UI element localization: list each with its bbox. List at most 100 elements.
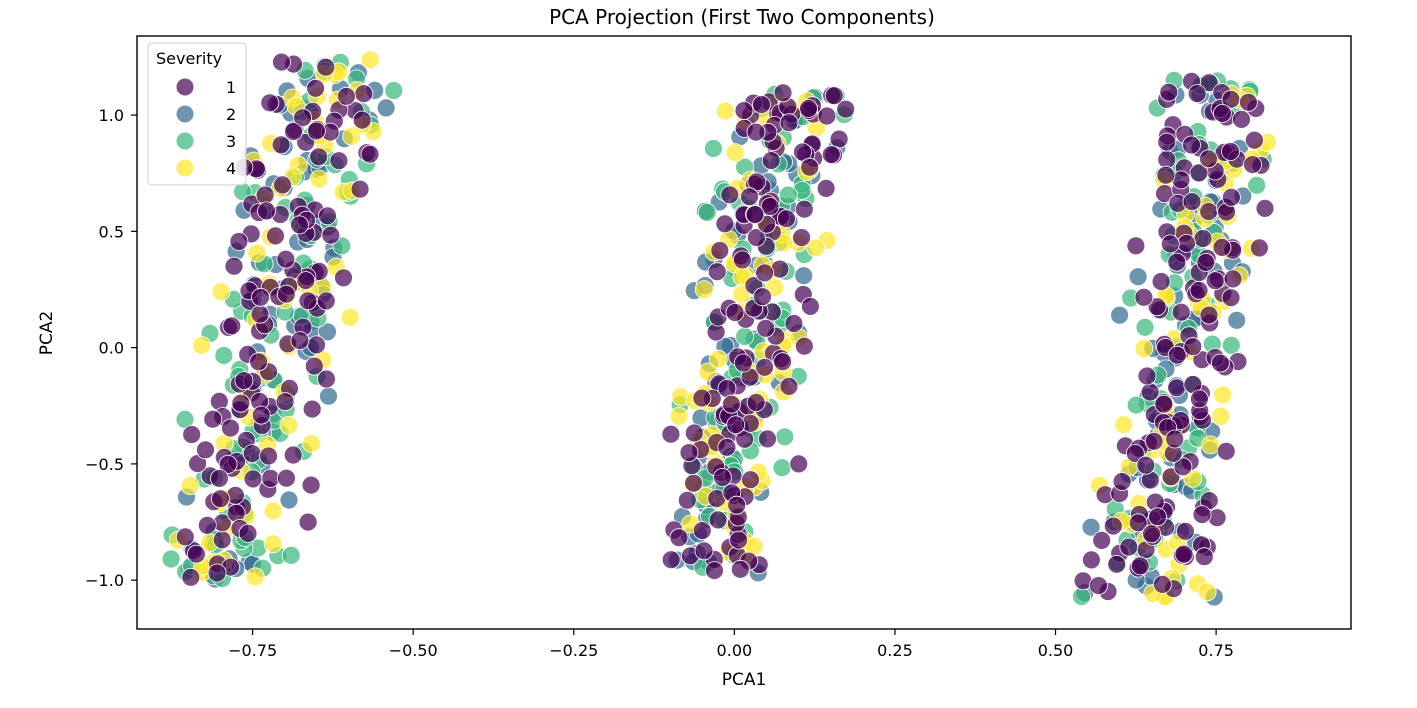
scatter-point-severity-2 [318,322,337,342]
scatter-point-severity-4 [1211,406,1231,426]
scatter-point-severity-1 [234,371,254,391]
scatter-point-severity-1 [753,287,772,307]
scatter-point-severity-1 [705,561,724,580]
data-points [161,50,1277,607]
scatter-point-severity-1 [1134,287,1154,307]
scatter-point-severity-1 [276,249,296,269]
scatter-point-severity-3 [778,185,798,205]
scatter-point-severity-1 [752,95,771,114]
scatter-point-severity-4 [192,335,212,355]
scatter-point-severity-1 [1167,252,1187,272]
scatter-point-severity-1 [801,296,820,316]
scatter-point-severity-1 [1213,104,1232,123]
scatter-point-severity-1 [1140,382,1160,402]
scatter-point-severity-1 [266,226,285,246]
scatter-point-severity-1 [251,405,271,425]
scatter-point-severity-1 [800,157,820,177]
scatter-point-severity-3 [384,81,404,100]
scatter-point-severity-4 [211,282,231,302]
y-tick-label: 0.5 [99,222,124,241]
scatter-point-severity-1 [836,99,856,119]
scatter-point-severity-1 [1089,576,1108,595]
scatter-point-severity-2 [794,266,814,286]
scatter-point-severity-1 [1119,537,1139,557]
scatter-point-severity-1 [1239,92,1258,112]
legend-marker [175,77,195,97]
scatter-point-severity-1 [1136,455,1156,475]
scatter-point-severity-1 [306,121,326,141]
scatter-point-severity-1 [1174,544,1194,564]
scatter-point-severity-4 [247,243,267,263]
scatter-point-severity-1 [352,110,372,130]
scatter-point-severity-4 [1213,385,1232,405]
scatter-point-severity-1 [1092,531,1112,550]
scatter-point-severity-1 [203,409,223,429]
scatter-point-severity-1 [207,563,227,583]
scatter-point-severity-1 [1245,130,1264,150]
scatter-point-severity-4 [694,280,714,300]
x-tick-label: 0.75 [1198,641,1234,660]
scatter-point-severity-1 [224,256,244,276]
scatter-point-severity-1 [694,541,714,561]
scatter-point-severity-1 [747,228,766,248]
scatter-point-severity-1 [1183,337,1203,357]
scatter-point-severity-1 [793,142,812,162]
scatter-point-severity-1 [1176,521,1195,541]
scatter-point-severity-1 [1128,513,1148,533]
scatter-point-severity-1 [251,287,270,307]
scatter-point-severity-3 [161,549,181,569]
scatter-point-severity-1 [360,144,380,164]
scatter-point-severity-3 [1126,395,1146,415]
scatter-point-severity-1 [1205,271,1225,291]
scatter-point-severity-1 [260,93,280,113]
scatter-point-severity-1 [275,392,295,412]
scatter-point-severity-1 [1151,272,1171,291]
scatter-point-severity-1 [717,437,737,457]
scatter-point-severity-1 [734,101,754,120]
scatter-point-severity-1 [726,415,746,435]
scatter-point-severity-1 [181,567,201,587]
scatter-point-severity-1 [1156,165,1176,185]
scatter-point-severity-1 [794,199,814,219]
scatter-point-severity-1 [231,393,251,413]
scatter-point-severity-1 [283,445,303,465]
x-tick-label: −0.75 [228,641,277,660]
legend-title: Severity [156,49,222,68]
x-tick-label: 0.50 [1038,641,1074,660]
legend: Severity 1 2 3 4 [147,42,247,186]
scatter-point-severity-1 [243,469,263,489]
scatter-point-severity-1 [773,83,793,103]
scatter-point-severity-1 [249,352,269,372]
scatter-point-severity-4 [340,307,360,327]
scatter-point-severity-3 [704,139,723,158]
scatter-point-severity-1 [677,490,697,510]
scatter-point-severity-1 [708,510,728,530]
scatter-point-severity-1 [1130,556,1150,576]
scatter-point-severity-1 [679,443,699,463]
scatter-point-severity-1 [1167,378,1187,398]
scatter-point-severity-1 [715,214,735,234]
scatter-point-severity-1 [761,151,781,171]
scatter-point-severity-1 [1153,575,1172,594]
scatter-point-severity-1 [799,99,818,118]
scatter-point-severity-1 [722,394,741,414]
scatter-point-severity-4 [263,534,283,554]
scatter-point-severity-1 [1255,198,1275,218]
scatter-point-severity-2 [1110,305,1129,325]
scatter-point-severity-4 [669,406,689,426]
scatter-point-severity-2 [319,386,338,406]
scatter-point-severity-1 [1103,516,1123,536]
scatter-point-severity-1 [733,353,753,373]
scatter-point-severity-1 [318,206,337,226]
scatter-point-severity-1 [1232,110,1251,129]
scatter-point-severity-1 [824,86,844,106]
scatter-point-severity-1 [684,423,704,443]
scatter-point-severity-1 [1192,505,1212,524]
scatter-point-severity-1 [1222,187,1241,207]
scatter-point-severity-1 [229,232,249,251]
scatter-point-severity-1 [261,468,281,488]
scatter-point-severity-1 [746,393,766,412]
scatter-point-severity-1 [661,424,681,444]
scatter-point-severity-1 [272,52,291,72]
scatter-point-severity-1 [1211,353,1230,373]
